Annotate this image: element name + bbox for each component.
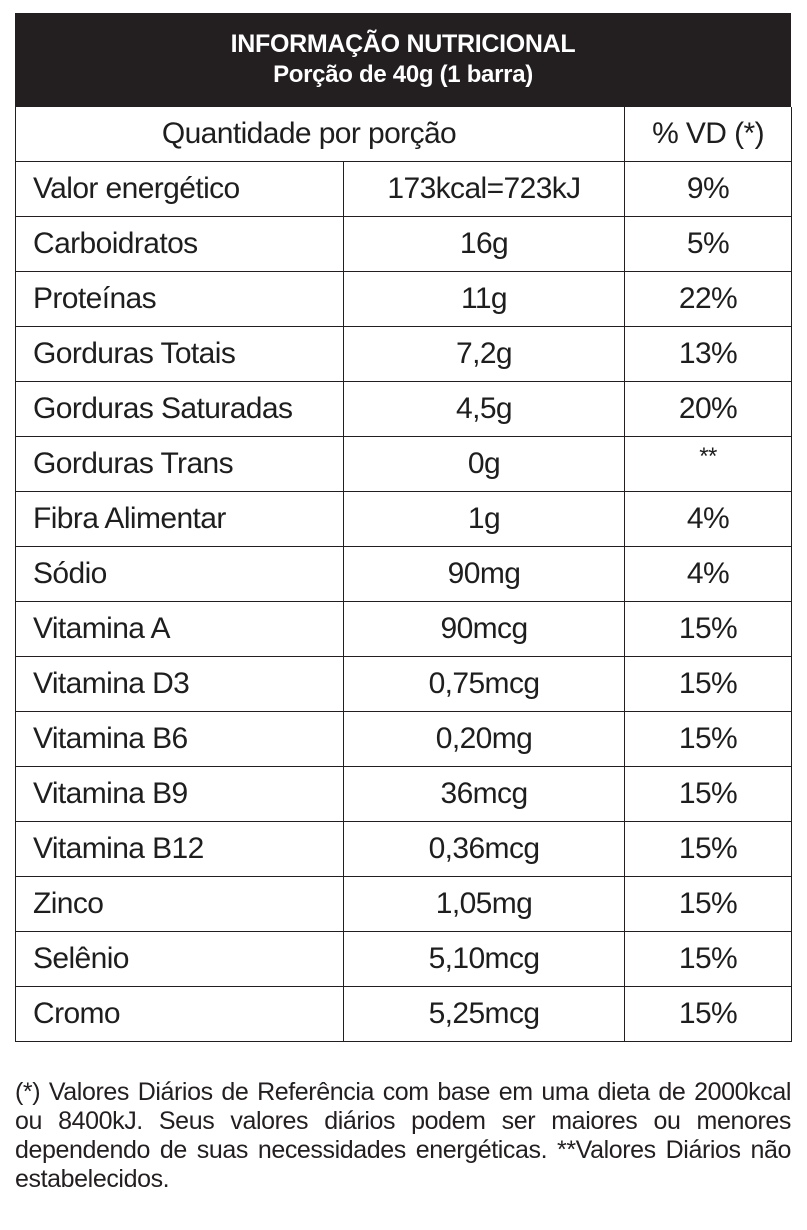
nutrient-quantity: 7,2g <box>342 325 626 382</box>
daily-value-header: % VD (*) <box>624 107 793 162</box>
nutrient-daily-value: 15% <box>624 655 793 712</box>
nutrient-quantity: 90mg <box>342 545 626 602</box>
nutrient-quantity: 0,75mcg <box>342 655 626 712</box>
nutrient-name: Gorduras Trans <box>15 435 344 492</box>
nutrient-name: Vitamina B6 <box>15 710 344 767</box>
nutrient-daily-value: 4% <box>624 490 793 547</box>
nutrient-quantity: 0,20mg <box>342 710 626 767</box>
table-row: Vitamina B12 0,36mcg 15% <box>15 820 793 877</box>
nutrient-daily-value: 4% <box>624 545 793 602</box>
nutrient-name: Zinco <box>15 875 344 932</box>
nutrient-quantity: 173kcal=723kJ <box>342 160 626 217</box>
table-row: Gorduras Totais 7,2g 13% <box>15 325 793 382</box>
table-row: Valor energético 173kcal=723kJ 9% <box>15 160 793 217</box>
nutrient-daily-value: 15% <box>624 875 793 932</box>
nutrient-name: Gorduras Totais <box>15 325 344 382</box>
nutrient-name: Gorduras Saturadas <box>15 380 344 437</box>
nutrient-name: Proteínas <box>15 270 344 327</box>
nutrient-quantity: 5,25mcg <box>342 985 626 1042</box>
table-row: Vitamina B9 36mcg 15% <box>15 765 793 822</box>
nutrient-quantity: 0,36mcg <box>342 820 626 877</box>
nutrient-name: Selênio <box>15 930 344 987</box>
table-row: Gorduras Trans 0g ** <box>15 435 793 492</box>
nutrition-title: INFORMAÇÃO NUTRICIONAL <box>230 30 576 58</box>
nutrient-quantity: 5,10mcg <box>342 930 626 987</box>
table-row: Zinco 1,05mg 15% <box>15 875 793 932</box>
nutrient-daily-value: 5% <box>624 215 793 272</box>
nutrient-daily-value: 15% <box>624 820 793 877</box>
nutrient-quantity: 36mcg <box>342 765 626 822</box>
nutrient-daily-value: 20% <box>624 380 793 437</box>
table-row: Carboidratos 16g 5% <box>15 215 793 272</box>
nutrient-name: Vitamina B12 <box>15 820 344 877</box>
table-row: Proteínas 11g 22% <box>15 270 793 327</box>
table-row: Vitamina D3 0,75mcg 15% <box>15 655 793 712</box>
nutrient-quantity: 1g <box>342 490 626 547</box>
nutrient-name: Vitamina A <box>15 600 344 657</box>
nutrient-name: Valor energético <box>15 160 344 217</box>
nutrient-daily-value: 15% <box>624 710 793 767</box>
table-row: Cromo 5,25mcg 15% <box>15 985 793 1042</box>
quantity-per-serving-header: Quantidade por porção <box>14 107 626 162</box>
nutrient-daily-value: 13% <box>624 325 793 382</box>
nutrition-table: Quantidade por porção % VD (*) Valor ene… <box>14 107 793 1042</box>
nutrient-daily-value: 15% <box>624 985 793 1042</box>
nutrient-quantity: 90mcg <box>342 600 626 657</box>
nutrient-daily-value: ** <box>624 435 793 492</box>
nutrient-quantity: 16g <box>342 215 626 272</box>
nutrient-daily-value: 15% <box>624 600 793 657</box>
nutrient-name: Carboidratos <box>15 215 344 272</box>
nutrient-quantity: 1,05mg <box>342 875 626 932</box>
table-header-row: Quantidade por porção % VD (*) <box>14 107 793 162</box>
nutrient-name: Vitamina D3 <box>15 655 344 712</box>
nutrient-daily-value: 15% <box>624 765 793 822</box>
nutrient-name: Cromo <box>15 985 344 1042</box>
table-row: Sódio 90mg 4% <box>15 545 793 602</box>
nutrient-name: Fibra Alimentar <box>15 490 344 547</box>
table-row: Vitamina A 90mcg 15% <box>15 600 793 657</box>
nutrient-quantity: 11g <box>342 270 626 327</box>
nutrient-quantity: 4,5g <box>342 380 626 437</box>
nutrient-daily-value: 9% <box>624 160 793 217</box>
nutrient-name: Vitamina B9 <box>15 765 344 822</box>
serving-size: Porção de 40g (1 barra) <box>273 61 533 88</box>
table-row: Gorduras Saturadas 4,5g 20% <box>15 380 793 437</box>
nutrient-daily-value: 15% <box>624 930 793 987</box>
nutrient-name: Sódio <box>15 545 344 602</box>
nutrient-quantity: 0g <box>342 435 626 492</box>
nutrient-daily-value: 22% <box>624 270 793 327</box>
nutrition-facts-label: INFORMAÇÃO NUTRICIONAL Porção de 40g (1 … <box>14 13 793 1042</box>
table-row: Vitamina B6 0,20mg 15% <box>15 710 793 767</box>
nutrition-header: INFORMAÇÃO NUTRICIONAL Porção de 40g (1 … <box>15 13 791 107</box>
footnote: (*) Valores Diários de Referência com ba… <box>15 1078 791 1193</box>
table-row: Selênio 5,10mcg 15% <box>15 930 793 987</box>
table-row: Fibra Alimentar 1g 4% <box>15 490 793 547</box>
